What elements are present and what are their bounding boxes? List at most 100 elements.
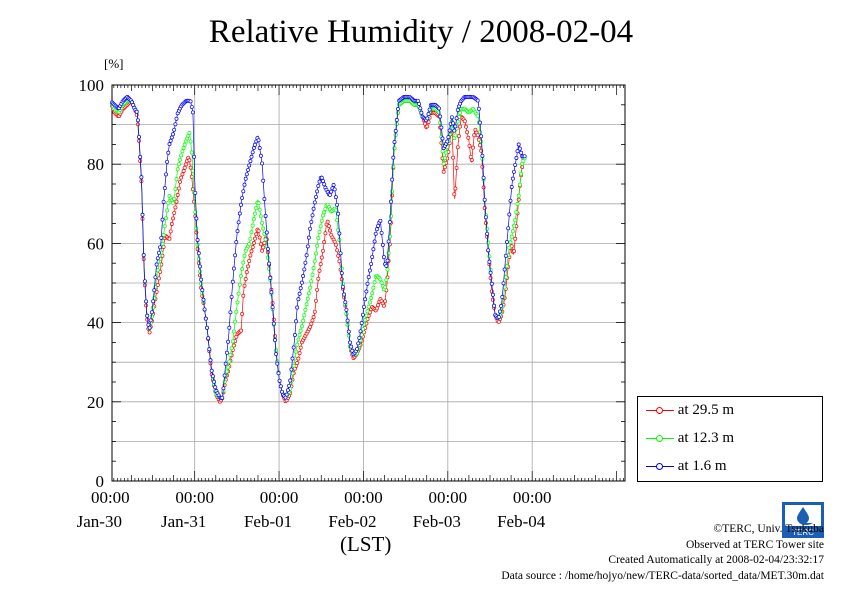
data-point [380, 243, 385, 247]
data-point [372, 280, 377, 285]
data-point [468, 154, 473, 159]
data-point [374, 227, 379, 232]
data-point [169, 135, 174, 140]
data-point [360, 327, 365, 332]
data-point [371, 247, 376, 252]
data-point [362, 304, 366, 309]
data-point [295, 361, 300, 366]
data-point [367, 268, 372, 273]
data-point [442, 165, 447, 170]
data-point [359, 332, 364, 337]
data-point [357, 335, 362, 340]
data-point [237, 282, 242, 287]
data-point [142, 279, 147, 284]
data-point [239, 274, 243, 278]
data-point [309, 219, 314, 224]
data-point [373, 231, 378, 236]
data-point [296, 337, 301, 342]
logo-text: TERC [792, 528, 814, 537]
data-point [268, 275, 273, 280]
data-point [149, 310, 154, 315]
data-point [503, 275, 508, 280]
data-point [513, 236, 518, 241]
data-point [242, 182, 247, 187]
data-point [235, 300, 240, 305]
data-point [312, 259, 317, 264]
data-point [519, 171, 524, 176]
data-point [466, 135, 471, 140]
data-point [340, 284, 345, 289]
data-point [447, 128, 452, 133]
data-point [390, 177, 395, 182]
data-point [389, 199, 393, 204]
data-point [451, 155, 456, 160]
data-point [258, 214, 263, 219]
data-point [322, 210, 327, 215]
data-point [348, 340, 352, 345]
data-point [319, 218, 324, 223]
data-point [482, 206, 487, 210]
data-point [487, 254, 492, 259]
data-point [453, 186, 458, 191]
data-point [174, 199, 179, 204]
data-point [349, 344, 354, 349]
data-point [312, 309, 317, 314]
data-point [319, 255, 324, 260]
data-point [239, 202, 243, 207]
data-point [192, 199, 197, 204]
data-point [471, 145, 475, 150]
data-point [168, 138, 173, 143]
data-point [483, 215, 488, 220]
data-point [317, 229, 322, 234]
data-point [193, 190, 198, 195]
data-point [453, 124, 458, 129]
data-point [234, 240, 239, 245]
data-point [223, 361, 228, 366]
data-point [165, 159, 170, 164]
data-point [213, 385, 218, 390]
data-point [263, 214, 268, 218]
data-point [391, 155, 396, 160]
data-point [489, 281, 494, 286]
data-point [208, 358, 213, 363]
data-point [311, 266, 316, 271]
data-point [496, 315, 501, 319]
data-point [235, 229, 240, 234]
data-point [376, 303, 381, 308]
data-point [371, 285, 376, 290]
data-point [262, 241, 267, 245]
data-point [451, 121, 456, 126]
data-point [171, 216, 175, 221]
data-point [261, 226, 266, 231]
data-point [190, 110, 195, 115]
data-point [276, 371, 281, 376]
data-point [315, 189, 320, 194]
data-point [462, 119, 467, 124]
data-point [502, 267, 507, 272]
data-point [243, 176, 248, 181]
data-point [162, 224, 167, 229]
data-point [335, 248, 340, 253]
data-point [241, 189, 246, 194]
data-point [314, 251, 318, 256]
data-point [328, 228, 332, 233]
data-point [250, 223, 255, 228]
data-point [482, 197, 487, 202]
data-point [509, 185, 514, 189]
data-point [209, 368, 214, 373]
data-point [237, 211, 242, 216]
data-point [308, 324, 313, 329]
data-point [153, 275, 158, 280]
data-point [249, 154, 254, 159]
data-point [316, 236, 321, 241]
legend-label: at 1.6 m [677, 458, 727, 474]
data-point [453, 133, 458, 138]
data-point [439, 125, 444, 130]
data-point [251, 241, 256, 245]
data-point [171, 132, 175, 137]
data-point [183, 162, 188, 167]
data-point [230, 279, 235, 284]
data-point [158, 245, 163, 250]
data-point [356, 341, 361, 346]
data-point [311, 315, 316, 320]
